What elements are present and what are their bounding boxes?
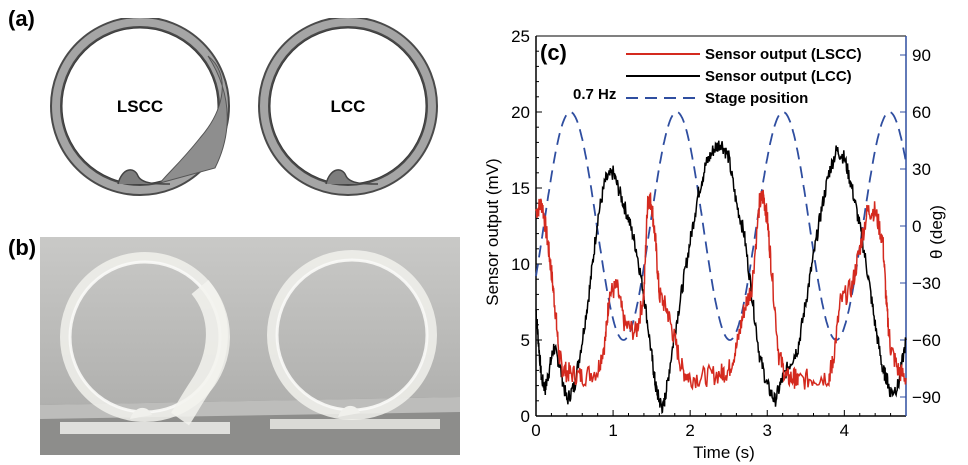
y2-tick-label: 90: [912, 46, 931, 65]
y2-tick-label: 60: [912, 103, 931, 122]
x-tick-label: 0: [531, 421, 540, 440]
y-tick-label: 5: [521, 331, 530, 350]
legend-label-lcc: Sensor output (LCC): [705, 68, 852, 85]
panel-c-label: (c): [540, 40, 567, 65]
legend-label-lscc: Sensor output (LSCC): [705, 46, 862, 63]
panel-a-rings: LSCC LCC: [50, 18, 438, 196]
y2-axis-title: θ (deg): [927, 205, 946, 259]
lscc-ring-label: LSCC: [117, 97, 163, 116]
x-tick-label: 2: [685, 421, 694, 440]
y2-tick-label: 0: [912, 217, 921, 236]
y2-tick-label: −90: [912, 388, 941, 407]
sensor-chart: 0 5 10 15 20 25 0 1 2 3 4 −90 −60 −30 0 30 60 90 (c) 0.7 …: [483, 27, 946, 462]
y-tick-label: 0: [521, 407, 530, 426]
x-tick-label: 3: [763, 421, 772, 440]
legend-label-stage: Stage position: [705, 90, 808, 107]
panel-b-label: (b): [8, 235, 37, 260]
series-lscc: [535, 189, 907, 391]
y-tick-label: 20: [511, 103, 530, 122]
y-tick-label: 25: [511, 27, 530, 46]
lscc-ring: LSCC: [50, 18, 230, 196]
frequency-note: 0.7 Hz: [573, 86, 616, 103]
y2-tick-label: 30: [912, 160, 931, 179]
panel-a-label: (a): [8, 6, 35, 31]
series-lcc: [535, 140, 907, 415]
lcc-ring-label: LCC: [331, 97, 366, 116]
x-tick-label: 4: [840, 421, 849, 440]
y2-tick-label: −60: [912, 331, 941, 350]
legend: Sensor output (LSCC) Sensor output (LCC)…: [626, 46, 862, 107]
y-axis-title: Sensor output (mV): [483, 158, 502, 305]
x-tick-label: 1: [608, 421, 617, 440]
y2-tick-label: −30: [912, 274, 941, 293]
y-tick-label: 15: [511, 179, 530, 198]
panel-b-photo: [40, 237, 460, 455]
x-axis-title: Time (s): [693, 443, 755, 462]
y-tick-label: 10: [511, 255, 530, 274]
series-stage-position: [535, 111, 907, 341]
lcc-ring: LCC: [258, 18, 438, 196]
